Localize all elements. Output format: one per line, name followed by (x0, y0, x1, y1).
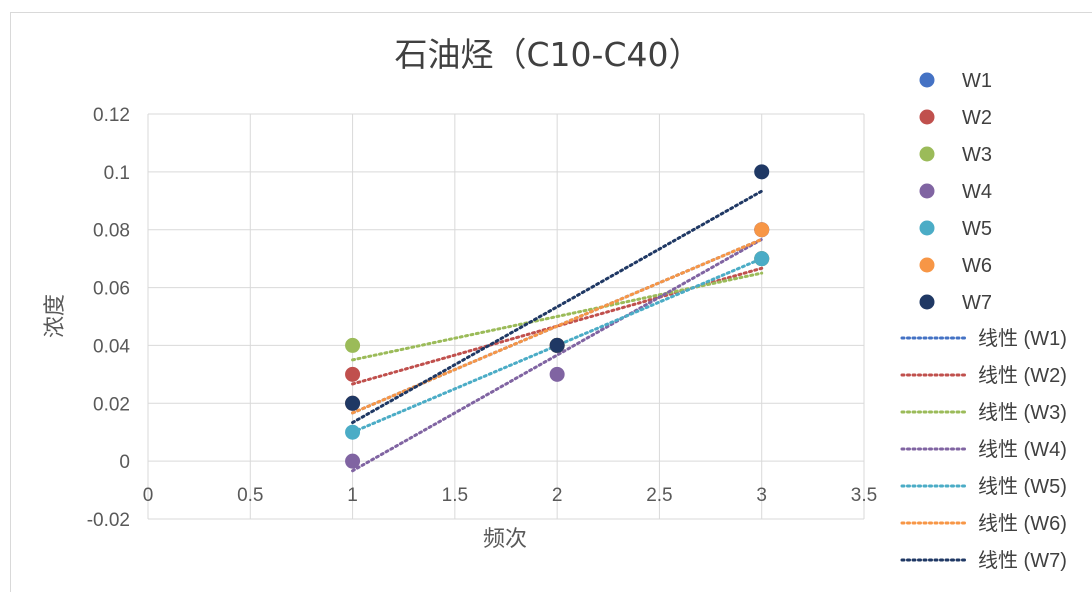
x-tick-label: 0.5 (237, 485, 263, 506)
legend-marker-w1 (919, 72, 935, 88)
legend-label-w6: W6 (962, 255, 992, 277)
legend-trendline-label-w7: 线性 (W7) (978, 549, 1067, 572)
y-tick-label: 0.02 (93, 394, 130, 415)
gridlines (147, 113, 865, 520)
point-w5 (345, 424, 361, 440)
x-axis-tick-labels: 0 0.5 1 1.5 2 2.5 3 3.5 (143, 485, 878, 506)
legend-label-w7: W7 (962, 292, 992, 314)
x-axis-title: 频次 (483, 527, 527, 552)
x-tick-label: 3.5 (851, 485, 877, 506)
legend-trendline-label-w4: 线性 (W4) (978, 438, 1067, 461)
legend-label-w2: W2 (962, 107, 992, 129)
x-tick-label: 1 (347, 485, 358, 506)
legend-marker-w6 (919, 257, 935, 273)
x-tick-label: 3 (756, 485, 767, 506)
x-tick-label: 1.5 (442, 485, 468, 506)
chart-title: 石油烃（C10-C40） (395, 35, 702, 74)
point-w3 (345, 337, 361, 353)
y-tick-label: 0.1 (104, 163, 130, 184)
trendline-w7 (351, 189, 764, 425)
point-w4 (549, 366, 565, 382)
data-points (345, 164, 770, 469)
legend-marker-w7 (919, 294, 935, 310)
y-axis-tick-labels: -0.02 0 0.02 0.04 0.06 0.08 0.1 0.12 (87, 105, 131, 531)
y-tick-label: 0 (119, 452, 130, 473)
legend-label-w4: W4 (962, 181, 992, 203)
y-tick-label: 0.08 (93, 221, 130, 242)
x-tick-label: 2.5 (646, 485, 672, 506)
x-tick-label: 0 (143, 485, 154, 506)
y-tick-label: 0.12 (93, 105, 130, 126)
legend-trendline-label-w1: 线性 (W1) (978, 327, 1067, 350)
x-tick-label: 2 (552, 485, 563, 506)
legend-trendline-label-w6: 线性 (W6) (978, 512, 1067, 535)
legend-label-w3: W3 (962, 144, 992, 166)
point-w7 (549, 337, 565, 353)
legend-trendline-label-w5: 线性 (W5) (978, 475, 1067, 498)
point-w6 (754, 222, 770, 238)
point-w7 (754, 164, 770, 180)
legend-marker-w2 (919, 109, 935, 125)
legend-marker-w5 (919, 220, 935, 236)
legend-trendline-label-w3: 线性 (W3) (978, 401, 1067, 424)
y-tick-label: 0.06 (93, 279, 130, 300)
point-w2 (345, 366, 361, 382)
legend-marker-w4 (919, 183, 935, 199)
point-w5 (754, 251, 770, 267)
point-w7 (345, 395, 361, 411)
y-tick-label: -0.02 (87, 510, 130, 531)
legend-trendline-label-w2: 线性 (W2) (978, 364, 1067, 387)
legend-label-w1: W1 (962, 70, 992, 92)
legend: W1 W2 W3 W4 W5 W6 W7 线性 (W1) 线性 (W2) 线性 (W3) 线性 (W… (900, 70, 1067, 572)
chart-frame (10, 12, 1092, 592)
legend-label-w5: W5 (962, 218, 992, 240)
legend-marker-w3 (919, 146, 935, 162)
point-w4 (345, 453, 361, 469)
trendline-w4 (351, 237, 764, 473)
y-axis-title: 浓度 (43, 294, 68, 338)
y-tick-label: 0.04 (93, 336, 130, 357)
